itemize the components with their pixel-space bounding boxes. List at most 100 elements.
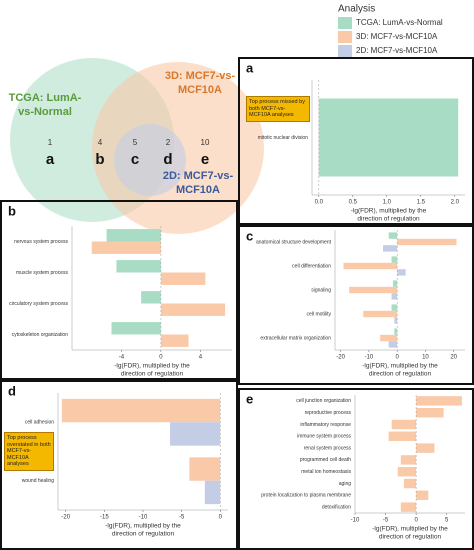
bar — [400, 455, 417, 465]
venn-region: e — [201, 151, 209, 168]
venn-set-label: 3D: MCF7-vs- — [165, 70, 236, 82]
legend-label: 2D: MCF7-vs-MCF10A — [356, 46, 438, 55]
category-label: aging — [339, 481, 351, 487]
panel-border — [238, 57, 474, 225]
x-tick-label: 0 — [414, 518, 418, 524]
venn-region: a — [46, 151, 55, 168]
x-axis-title: -lg(FDR), multiplied by the — [105, 523, 181, 530]
panel-label: c — [246, 228, 253, 243]
legend-label: TCGA: LumA-vs-Normal — [356, 18, 443, 27]
x-tick-label: -10 — [365, 355, 374, 361]
bar — [391, 256, 398, 263]
panel-label: e — [246, 391, 253, 406]
x-tick-label: -5 — [383, 518, 389, 524]
bar — [400, 502, 417, 512]
bar — [111, 322, 161, 335]
venn-count: 2 — [166, 138, 171, 147]
bar — [160, 303, 226, 316]
bar — [416, 407, 444, 418]
x-axis-title: direction of regulation — [121, 371, 184, 378]
annotation: Top process overstated in both MCF7-vs-M… — [4, 432, 54, 471]
venn-circle — [114, 124, 186, 196]
x-tick-label: -15 — [100, 515, 109, 521]
bar — [141, 291, 161, 304]
category-label: cell motility — [307, 311, 332, 317]
bar — [189, 457, 221, 481]
panel-label: b — [8, 203, 16, 218]
x-tick-label: -20 — [336, 355, 345, 361]
category-label: wound healing — [22, 478, 54, 484]
annotation: Top process missed by both MCF7-vs-MCF10… — [246, 96, 310, 122]
x-tick-label: 0.5 — [349, 200, 358, 206]
bar — [394, 317, 398, 324]
category-label: detoxification — [322, 504, 351, 510]
category-label: immune system process — [297, 434, 351, 440]
venn-set-label: 2D: MCF7-vs- — [163, 170, 234, 182]
bar — [318, 98, 459, 177]
panel-border — [238, 388, 474, 550]
x-tick-label: 2.0 — [451, 200, 460, 206]
bar — [91, 241, 161, 254]
x-tick-label: -10 — [139, 515, 148, 521]
bar — [388, 232, 398, 239]
x-tick-label: 1.0 — [383, 200, 392, 206]
x-tick-label: 5 — [445, 518, 449, 524]
x-tick-label: 0 — [159, 355, 163, 361]
category-label: cell junction organization — [296, 398, 351, 404]
x-axis-title: direction of regulation — [357, 216, 420, 223]
panel-border — [0, 200, 238, 380]
venn-count: 10 — [201, 138, 210, 147]
category-label: inflammatory response — [300, 422, 351, 428]
x-tick-label: 0 — [396, 355, 400, 361]
category-label: renal system process — [304, 445, 352, 451]
bar — [349, 286, 398, 294]
x-axis-title: direction of regulation — [369, 371, 432, 378]
bar — [160, 334, 189, 347]
venn-set-label: MCF10A — [176, 184, 220, 196]
x-tick-label: 0.0 — [315, 200, 324, 206]
bar — [160, 272, 206, 285]
x-axis-title: -lg(FDR), multiplied by the — [372, 526, 448, 533]
bar — [416, 396, 462, 406]
legend-swatch — [338, 45, 352, 57]
category-label: protein localization to plasma membrane — [261, 493, 351, 499]
bar — [392, 280, 398, 287]
bar — [394, 328, 398, 335]
x-axis-title: -lg(FDR), multiplied by the — [362, 363, 438, 370]
bar — [106, 229, 161, 242]
category-label: reproductive process — [305, 410, 352, 416]
bar — [416, 490, 429, 501]
venn-region: d — [163, 151, 172, 168]
category-label: cell differentiation — [292, 263, 331, 269]
bar — [391, 419, 417, 430]
venn-region: b — [95, 151, 104, 168]
venn-set-label: MCF10A — [178, 84, 222, 96]
x-axis-title: -lg(FDR), multiplied by the — [351, 208, 427, 215]
x-axis-title: direction of regulation — [379, 534, 442, 541]
x-tick-label: 0 — [219, 515, 223, 521]
bar — [204, 480, 221, 505]
category-label: circulatory system process — [9, 301, 68, 307]
panel-label: d — [8, 383, 16, 398]
x-axis-title: direction of regulation — [112, 531, 175, 538]
category-label: signaling — [311, 287, 331, 293]
category-label: programmed cell death — [300, 457, 351, 463]
bar — [116, 260, 161, 273]
venn-set-label: vs-Normal — [18, 106, 72, 118]
category-label: cell adhesion — [25, 420, 54, 426]
venn-region: c — [131, 151, 139, 168]
panel-label: a — [246, 60, 254, 75]
x-tick-label: -10 — [351, 518, 360, 524]
category-label: metal ion homeostasis — [301, 469, 351, 475]
bar — [397, 238, 457, 246]
category-label: mitotic nuclear division — [258, 135, 309, 141]
legend-swatch — [338, 31, 352, 43]
panel-border — [238, 225, 474, 385]
x-tick-label: -20 — [61, 515, 70, 521]
bar — [363, 310, 398, 318]
x-tick-label: 10 — [422, 355, 429, 361]
bar — [391, 293, 398, 300]
bar — [403, 478, 417, 489]
x-tick-label: -5 — [179, 515, 185, 521]
